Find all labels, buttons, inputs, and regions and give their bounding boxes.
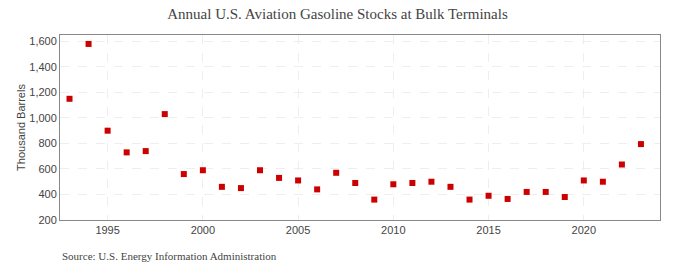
svg-text:2005: 2005 [286,224,310,236]
svg-text:2015: 2015 [476,224,500,236]
svg-text:800: 800 [38,137,56,149]
svg-text:2000: 2000 [191,224,215,236]
svg-text:1,200: 1,200 [29,86,57,98]
svg-text:600: 600 [38,163,56,175]
svg-text:400: 400 [38,188,56,200]
svg-text:1,600: 1,600 [29,35,57,47]
svg-text:1995: 1995 [95,224,119,236]
svg-text:2020: 2020 [572,224,596,236]
svg-text:1,400: 1,400 [29,61,57,73]
svg-text:Thousand Barrels: Thousand Barrels [15,84,27,171]
svg-text:Annual U.S. Aviation Gasoline: Annual U.S. Aviation Gasoline Stocks at … [167,6,508,22]
svg-text:Source: U.S. Energy Informatio: Source: U.S. Energy Information Administ… [62,250,277,262]
svg-text:2010: 2010 [381,224,405,236]
svg-text:200: 200 [38,214,56,226]
svg-text:1,000: 1,000 [29,112,57,124]
